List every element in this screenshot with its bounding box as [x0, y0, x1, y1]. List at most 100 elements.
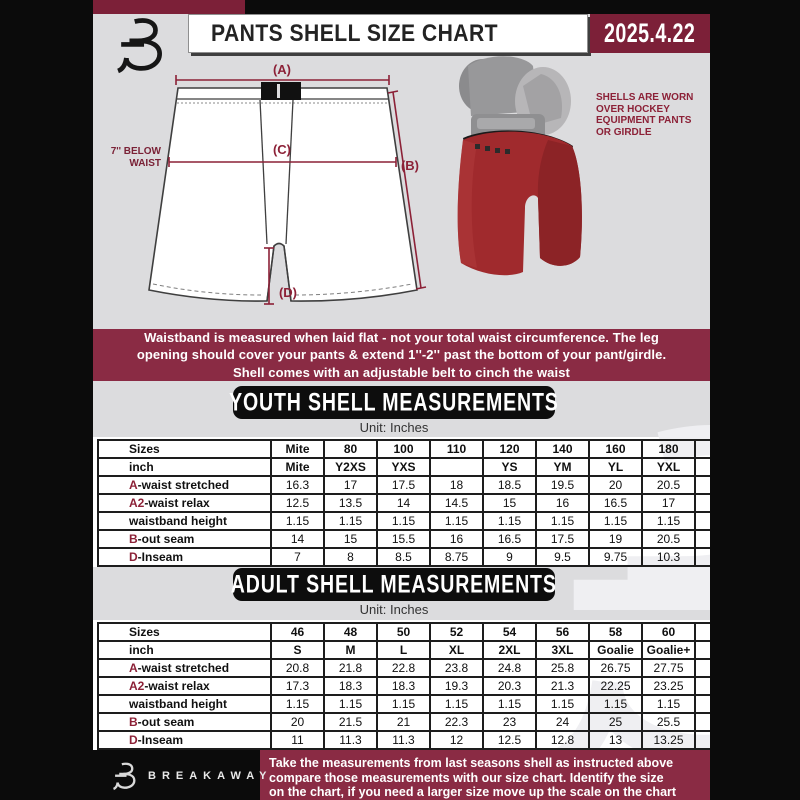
- table-cell: 15: [482, 493, 536, 513]
- table-cell: 10.3: [641, 547, 696, 567]
- pants-shell-diagram: [148, 75, 427, 305]
- table-cell: 23.8: [429, 658, 483, 678]
- table-cell: 16.5: [482, 529, 536, 549]
- table-cell: waistband height: [97, 511, 271, 531]
- table-cell: 14: [376, 493, 430, 513]
- table-filler-cell: [695, 676, 710, 696]
- row-label-prefix: D: [129, 550, 138, 564]
- table-cell: Sizes: [97, 622, 271, 642]
- table-cell: 18.3: [376, 676, 430, 696]
- table-cell: Y2XS: [323, 457, 377, 477]
- table-cell: 1.15: [270, 694, 324, 714]
- table-cell: 21.5: [323, 712, 377, 732]
- table-cell: 14.5: [429, 493, 483, 513]
- table-cell: 20.8: [270, 658, 324, 678]
- waist-measure-note: 7'' BELOW WAIST: [110, 146, 161, 169]
- table-cell: B-out seam: [97, 529, 271, 549]
- table-cell: A-waist stretched: [97, 475, 271, 495]
- table-cell: 1.15: [641, 511, 696, 531]
- content-area: PANTS SHELL SIZE CHART 2025.4.22: [93, 0, 710, 800]
- table-cell: 11.3: [323, 730, 377, 750]
- table-cell: 100: [376, 439, 430, 459]
- table-header-row: Sizes 46 48 50 52 54 56 58 60: [97, 622, 710, 642]
- table-cell: D-Inseam: [97, 547, 271, 567]
- table-cell: 20.5: [641, 529, 696, 549]
- row-label-prefix: D: [129, 733, 138, 747]
- table-cell: YXS: [376, 457, 430, 477]
- table-cell: 1.15: [270, 511, 324, 531]
- table-filler-cell: [695, 457, 710, 477]
- table-cell: 18.5: [482, 475, 536, 495]
- table-row: B-out seam 14 15 15.5 16 16.5 17.5 19 20.5: [97, 529, 710, 549]
- table-cell: 18: [429, 475, 483, 495]
- table-filler-cell: [695, 493, 710, 513]
- table-cell: 17.5: [535, 529, 589, 549]
- table-cell: 8: [323, 547, 377, 567]
- table-filler-cell: [695, 529, 710, 549]
- table-cell: M: [323, 640, 377, 660]
- table-filler-cell: [695, 694, 710, 714]
- youth-size-table: Sizes Mite 80 100 110 120 140 160 180 inch Mite Y2X…: [97, 439, 710, 567]
- table-cell: 12: [429, 730, 483, 750]
- adult-size-table: Sizes 46 48 50 52 54 56 58 60 inch S M L XL 2XL 3XL Goal…: [97, 622, 710, 750]
- table-cell: 1.15: [535, 694, 589, 714]
- table-cell: waistband height: [97, 694, 271, 714]
- table-cell: 11: [270, 730, 324, 750]
- table-row: inch Mite Y2XS YXS YS YM YL YXL: [97, 457, 710, 477]
- table-cell: 24.8: [482, 658, 536, 678]
- top-accent-strip: [93, 0, 245, 14]
- row-label-prefix: B: [129, 532, 138, 546]
- table-cell: 22.8: [376, 658, 430, 678]
- table-cell: 27.75: [641, 658, 696, 678]
- footer-brand: BREAKAWAY: [113, 760, 273, 792]
- dimension-label-c: (C): [272, 142, 292, 157]
- table-cell: 15.5: [376, 529, 430, 549]
- table-cell: 14: [270, 529, 324, 549]
- table-cell: inch: [97, 640, 271, 660]
- table-cell: 17: [323, 475, 377, 495]
- table-cell: 60: [641, 622, 696, 642]
- table-cell: 15: [323, 529, 377, 549]
- breakaway-logo-icon: [117, 18, 162, 74]
- row-label-prefix: B: [129, 715, 138, 729]
- table-cell: 21.3: [535, 676, 589, 696]
- table-row: D-Inseam 7 8 8.5 8.75 9 9.5 9.75 10.3: [97, 547, 710, 567]
- table-cell: 9: [482, 547, 536, 567]
- table-cell: 2XL: [482, 640, 536, 660]
- table-cell: 25.5: [641, 712, 696, 732]
- table-row: waistband height 1.15 1.15 1.15 1.15 1.15 1.15…: [97, 511, 710, 531]
- table-cell: 16.3: [270, 475, 324, 495]
- table-cell: XL: [429, 640, 483, 660]
- table-cell: 58: [588, 622, 642, 642]
- table-cell: A2-waist relax: [97, 493, 271, 513]
- table-cell: 20: [588, 475, 642, 495]
- table-cell: YM: [535, 457, 589, 477]
- table-cell: 3XL: [535, 640, 589, 660]
- row-label-prefix: A: [129, 661, 138, 675]
- table-cell: 12.5: [270, 493, 324, 513]
- table-cell: A2-waist relax: [97, 676, 271, 696]
- table-filler-cell: [695, 439, 710, 459]
- table-cell: 23: [482, 712, 536, 732]
- page-title: PANTS SHELL SIZE CHART: [211, 19, 499, 47]
- table-cell: 20.3: [482, 676, 536, 696]
- dimension-label-a: (A): [272, 62, 292, 77]
- table-cell: 20: [270, 712, 324, 732]
- table-cell: L: [376, 640, 430, 660]
- date-badge: 2025.4.22: [590, 14, 710, 53]
- table-cell: 1.15: [588, 694, 642, 714]
- table-filler-cell: [695, 730, 710, 750]
- table-cell: 1.15: [482, 694, 536, 714]
- table-cell: 180: [641, 439, 696, 459]
- table-cell: 1.15: [429, 694, 483, 714]
- table-cell: B-out seam: [97, 712, 271, 732]
- row-label-prefix: A2: [129, 496, 145, 510]
- table-filler-cell: [695, 622, 710, 642]
- table-cell: 21.8: [323, 658, 377, 678]
- table-cell: 9.5: [535, 547, 589, 567]
- table-filler-cell: [695, 658, 710, 678]
- table-cell: 12.8: [535, 730, 589, 750]
- table-cell: 1.15: [376, 511, 430, 531]
- table-cell: 7: [270, 547, 324, 567]
- table-cell: 80: [323, 439, 377, 459]
